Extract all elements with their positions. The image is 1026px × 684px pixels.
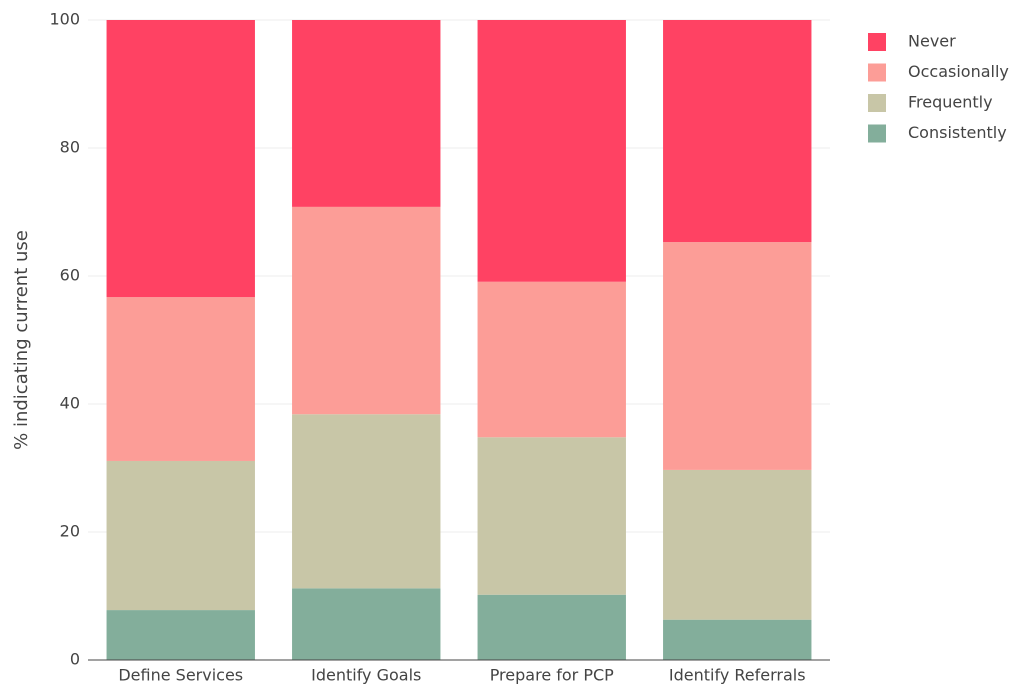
legend-label: Consistently — [908, 123, 1007, 142]
bar-segment — [106, 460, 255, 611]
legend-swatch — [868, 33, 886, 51]
y-axis-title: % indicating current use — [11, 230, 32, 450]
y-tick-label: 0 — [70, 650, 80, 669]
bar-segment — [292, 414, 441, 589]
bar-segment — [106, 610, 255, 660]
legend-swatch — [868, 94, 886, 112]
bar-segment — [292, 588, 441, 660]
bar-segment — [292, 20, 441, 207]
x-tick-label: Identify Referrals — [669, 666, 806, 684]
y-tick-label: 100 — [49, 10, 80, 29]
x-tick-label: Prepare for PCP — [490, 666, 614, 684]
bar-segment — [292, 206, 441, 415]
legend-label: Never — [908, 32, 956, 51]
bar-segment — [477, 281, 626, 438]
legend-label: Occasionally — [908, 62, 1009, 81]
bar-segment — [477, 20, 626, 282]
bar-segment — [106, 20, 255, 298]
y-tick-label: 40 — [60, 394, 80, 413]
legend-label: Frequently — [908, 93, 993, 112]
legend-swatch — [868, 63, 886, 82]
legend-swatch — [868, 124, 886, 143]
y-tick-label: 20 — [60, 522, 80, 541]
bar-segment — [663, 20, 812, 243]
bar-segment — [663, 619, 812, 660]
bar-segment — [106, 297, 255, 461]
y-tick-label: 60 — [60, 266, 80, 285]
bar-segment — [477, 594, 626, 660]
bar-segment — [477, 437, 626, 595]
bar-segment — [663, 242, 812, 470]
bar-segment — [663, 469, 812, 620]
y-tick-label: 80 — [60, 138, 80, 157]
x-tick-label: Identify Goals — [311, 666, 421, 684]
x-tick-label: Define Services — [118, 666, 243, 684]
